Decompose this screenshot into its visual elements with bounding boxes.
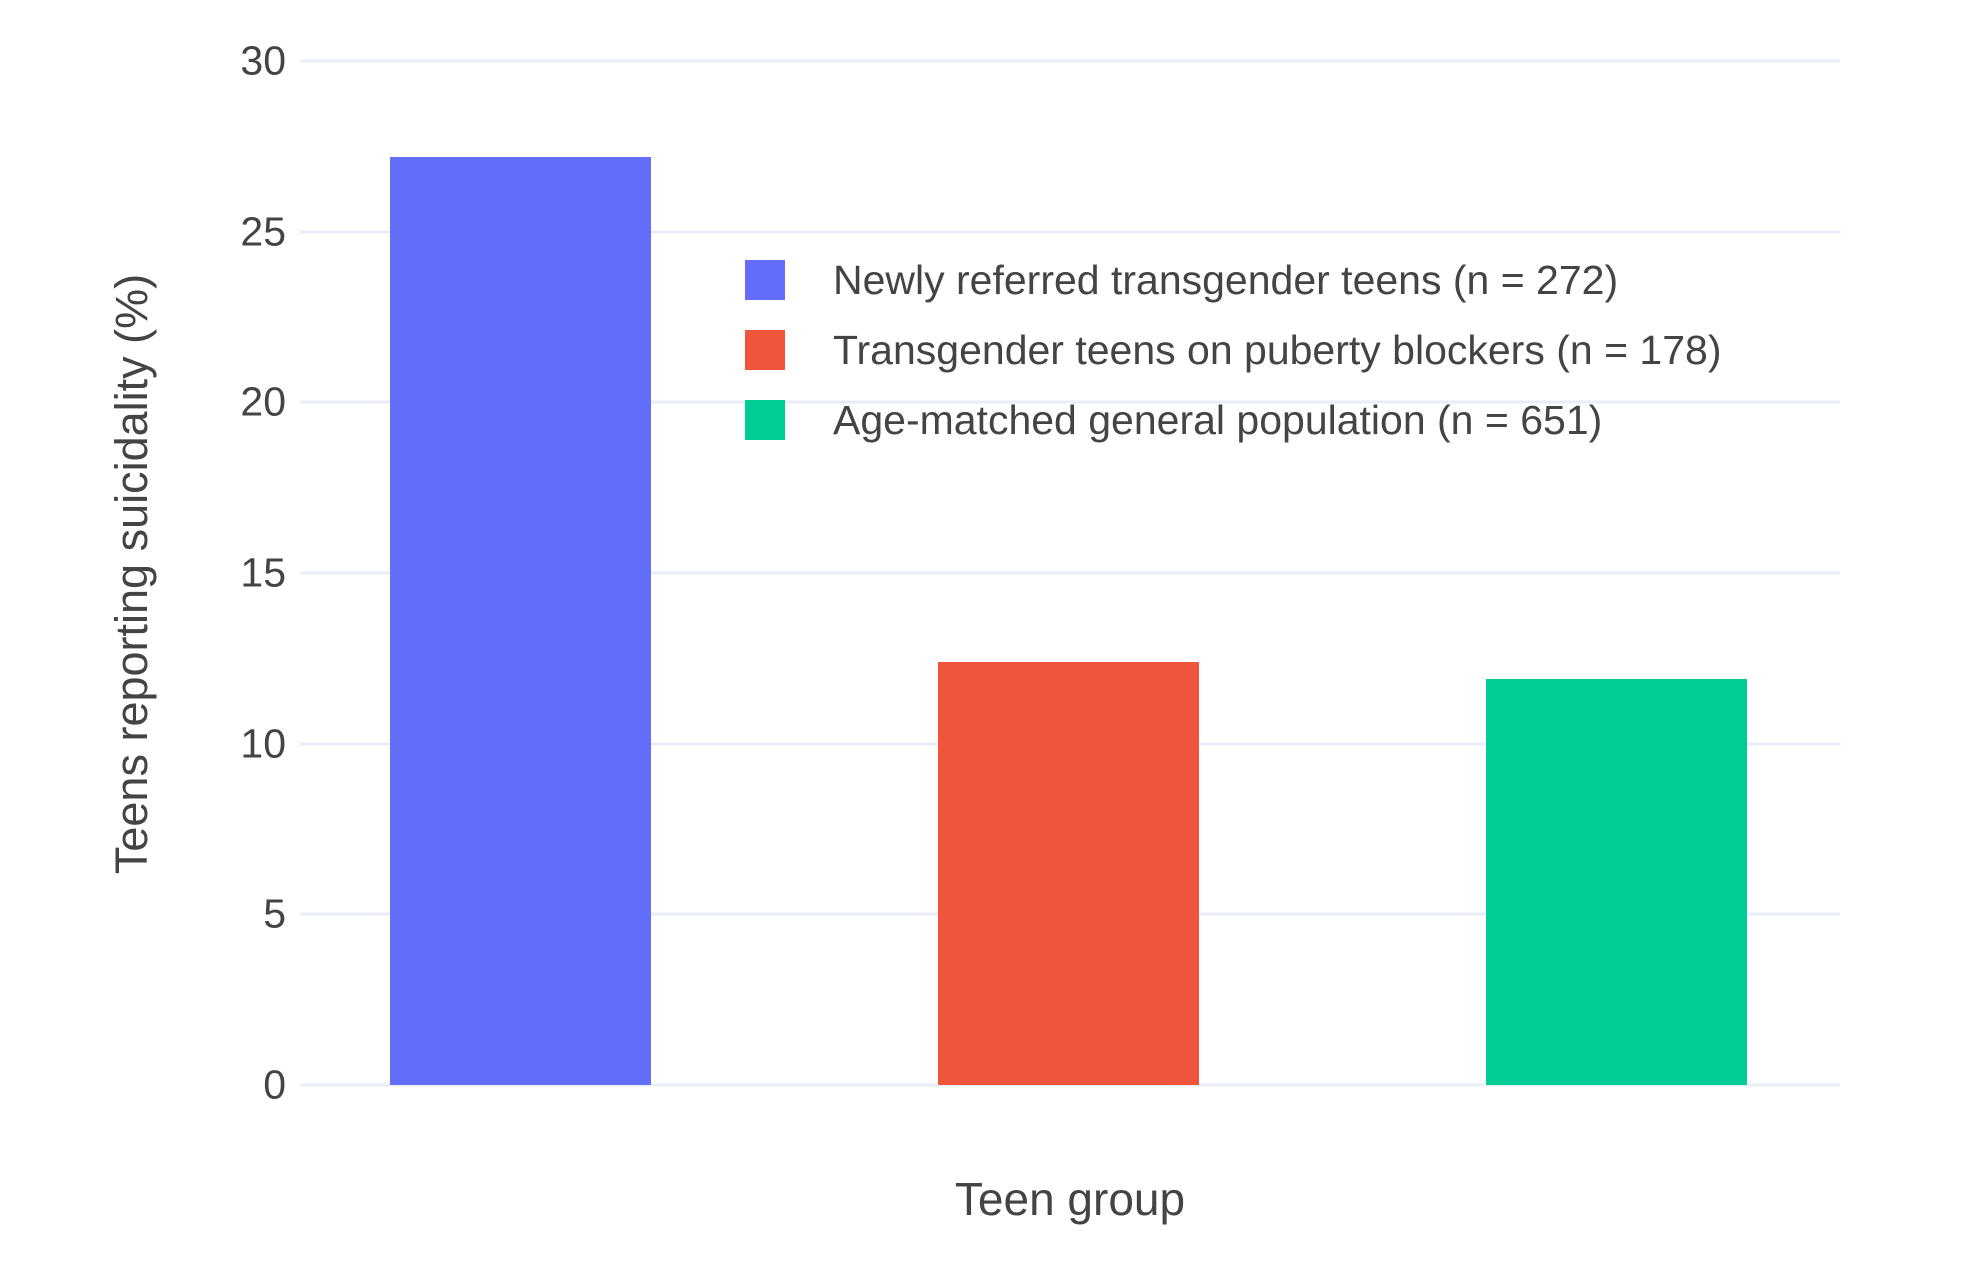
bar-2[interactable] bbox=[937, 661, 1199, 1085]
gridline-y-15 bbox=[300, 571, 1840, 575]
legend-label: Transgender teens on puberty blockers (n… bbox=[833, 327, 1722, 373]
gridline-y-25 bbox=[300, 230, 1840, 234]
legend-swatch-icon bbox=[745, 400, 785, 440]
legend-item[interactable]: Newly referred transgender teens (n = 27… bbox=[745, 258, 1721, 302]
y-tick-label-5: 5 bbox=[263, 890, 286, 937]
y-tick-label-30: 30 bbox=[240, 37, 286, 84]
gridline-y-30 bbox=[300, 59, 1840, 63]
legend-swatch-icon bbox=[745, 260, 785, 300]
legend-label: Age-matched general population (n = 651) bbox=[833, 397, 1603, 443]
plot-area bbox=[300, 59, 1840, 1087]
gridline-y-0 bbox=[300, 1083, 1840, 1087]
y-tick-label-10: 10 bbox=[240, 720, 286, 767]
legend-label: Newly referred transgender teens (n = 27… bbox=[833, 257, 1619, 303]
legend-item[interactable]: Age-matched general population (n = 651) bbox=[745, 398, 1721, 442]
bar-3[interactable] bbox=[1486, 678, 1748, 1085]
legend: Newly referred transgender teens (n = 27… bbox=[745, 258, 1721, 468]
legend-swatch-icon bbox=[745, 330, 785, 370]
y-tick-label-20: 20 bbox=[240, 378, 286, 425]
y-tick-label-15: 15 bbox=[240, 549, 286, 596]
y-tick-label-0: 0 bbox=[263, 1061, 286, 1108]
y-tick-label-25: 25 bbox=[240, 208, 286, 255]
gridline-y-20 bbox=[300, 400, 1840, 404]
x-axis-title: Teen group bbox=[954, 1173, 1186, 1225]
legend-item[interactable]: Transgender teens on puberty blockers (n… bbox=[745, 328, 1721, 372]
bar-1[interactable] bbox=[389, 156, 651, 1085]
